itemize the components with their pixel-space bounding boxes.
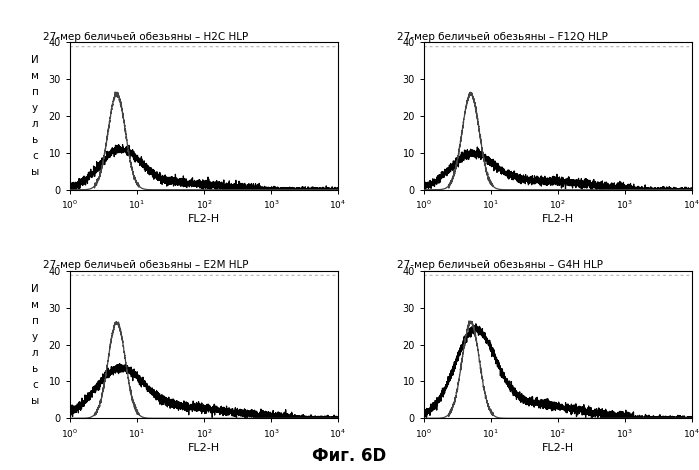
X-axis label: FL2-H: FL2-H — [188, 214, 220, 224]
Text: ы: ы — [31, 167, 39, 177]
Text: 27-мер беличьей обезьяны – F12Q HLP: 27-мер беличьей обезьяны – F12Q HLP — [397, 31, 608, 41]
Text: ы: ы — [31, 396, 39, 406]
Text: п: п — [31, 315, 38, 326]
X-axis label: FL2-H: FL2-H — [542, 214, 574, 224]
Text: ь: ь — [32, 135, 38, 145]
Text: с: с — [32, 151, 38, 161]
Text: 27-мер беличьей обезьяны – E2M HLP: 27-мер беличьей обезьяны – E2M HLP — [43, 260, 249, 270]
Text: у: у — [32, 331, 38, 342]
X-axis label: FL2-H: FL2-H — [188, 443, 220, 453]
Text: м: м — [31, 299, 39, 310]
Text: И: И — [31, 283, 39, 294]
Text: м: м — [31, 71, 39, 81]
Text: п: п — [31, 87, 38, 97]
Text: л: л — [31, 348, 38, 358]
Text: Фиг. 6D: Фиг. 6D — [312, 447, 387, 465]
Text: л: л — [31, 119, 38, 129]
X-axis label: FL2-H: FL2-H — [542, 443, 574, 453]
Text: с: с — [32, 380, 38, 390]
Text: у: у — [32, 103, 38, 113]
Text: ь: ь — [32, 364, 38, 374]
Text: 27-мер беличьей обезьяны – H2C HLP: 27-мер беличьей обезьяны – H2C HLP — [43, 31, 248, 41]
Text: 27-мер беличьей обезьяны – G4H HLP: 27-мер беличьей обезьяны – G4H HLP — [397, 260, 603, 270]
Text: И: И — [31, 55, 39, 65]
